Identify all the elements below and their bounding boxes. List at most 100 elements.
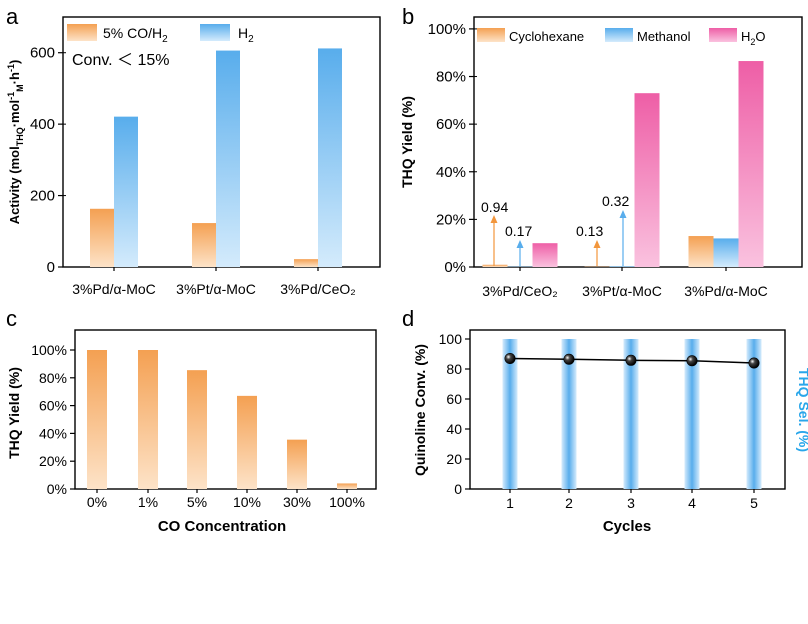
- y-tick-label: 100%: [31, 342, 67, 358]
- y-tick-label: 80%: [39, 370, 67, 386]
- legend-label-co-h2: 5% CO/H2: [103, 25, 168, 45]
- panel-d-chart: 0 20 40 60 80 100 1 2 3 4 5 Cycles Quinoline Conv…: [412, 329, 808, 535]
- bar: [684, 339, 700, 489]
- arrow-pdceo2-methanol: [516, 240, 524, 266]
- legend-label-h2o: H2O: [741, 29, 766, 47]
- y-tick-label: 100: [439, 331, 463, 347]
- y-tick-label: 20%: [39, 453, 67, 469]
- bar-methanol: [609, 266, 635, 267]
- y-axis-label: Quinoline Conv. (%): [412, 344, 428, 476]
- panel-b-chart: 0% 20% 40% 60% 80% 100% 3%Pd/CeO₂ 3%Pt/α-MoC 3%…: [399, 16, 803, 299]
- x-tick-label: 5%: [187, 494, 207, 510]
- line-point: [563, 353, 575, 365]
- panel-label-d: d: [402, 306, 414, 331]
- x-tick-label: 3%Pt/α-MoC: [582, 283, 662, 299]
- x-tick-label: 3%Pd/CeO₂: [280, 281, 355, 297]
- y-tick-label: 0%: [47, 481, 67, 497]
- annotation-value: 0.17: [505, 223, 532, 239]
- y-tick-label: 20%: [436, 211, 466, 228]
- x-tick-label: 5: [750, 495, 758, 511]
- x-tick-label: 3%Pd/CeO₂: [482, 283, 557, 299]
- line-point: [625, 354, 637, 366]
- x-tick-label: 3%Pt/α-MoC: [176, 281, 256, 297]
- x-tick-label: 30%: [283, 494, 311, 510]
- y-tick-label: 40: [446, 421, 462, 437]
- bar: [623, 339, 639, 489]
- y-tick-label: 40%: [436, 164, 466, 181]
- line-point: [748, 357, 760, 369]
- y-tick-label: 80: [446, 361, 462, 377]
- legend-swatch-h2: [200, 24, 230, 41]
- x-tick-label: 2: [565, 495, 573, 511]
- panel-c-chart: 0% 20% 40% 60% 80% 100% 0% 1% 5% 10% 30% 100% CO C…: [6, 329, 377, 535]
- bar: [746, 339, 762, 489]
- bar: [502, 339, 518, 489]
- line-point: [686, 355, 698, 367]
- bar: [87, 350, 107, 489]
- y-tick-label: 600: [30, 45, 55, 62]
- bar: [138, 350, 158, 489]
- bar-h2o: [634, 93, 660, 267]
- y-tick-label: 40%: [39, 425, 67, 441]
- y-tick-label: 0: [454, 481, 462, 497]
- legend-label-cyclohexane: Cyclohexane: [509, 29, 584, 44]
- bar: [287, 439, 307, 489]
- panel-label-a: a: [6, 4, 19, 29]
- bar: [561, 339, 577, 489]
- y-tick-label: 200: [30, 188, 55, 205]
- bar-co-h2: [90, 208, 114, 267]
- x-axis-label: CO Concentration: [158, 518, 286, 535]
- panel-c-frame: [74, 329, 377, 490]
- annotation-value: 0.32: [602, 193, 629, 209]
- bar-h2: [216, 50, 240, 268]
- bar-cyclohexane: [688, 236, 714, 267]
- line-point: [504, 352, 516, 364]
- bar-h2o: [738, 61, 764, 267]
- panel-a-chart: 0 200 400 600 3%Pd/α-MoC 3%Pt/α-MoC 3%Pd/CeO₂…: [6, 16, 381, 297]
- x-tick-label: 3%Pd/α-MoC: [684, 283, 768, 299]
- conversion-annotation: Conv. ＜ 15%: [72, 52, 170, 69]
- bar-h2o: [532, 243, 558, 267]
- legend-swatch-cyclohexane: [477, 28, 505, 42]
- bar: [237, 395, 257, 489]
- annotation-value: 0.94: [481, 199, 508, 215]
- y-tick-label: 80%: [436, 69, 466, 86]
- arrow-ptmoc-cyclohexane: [593, 240, 601, 266]
- arrow-pdceo2-cyclohexane: [490, 215, 498, 266]
- y-tick-label: 400: [30, 116, 55, 133]
- bar-co-h2: [294, 259, 318, 267]
- panel-label-c: c: [6, 306, 17, 331]
- y-axis-label-right: THQ Sel. (%): [796, 368, 808, 452]
- bar-cyclohexane: [482, 264, 508, 267]
- y-tick-label: 0%: [444, 259, 466, 276]
- x-axis-label: Cycles: [603, 518, 651, 535]
- x-tick-label: 1%: [138, 494, 158, 510]
- legend-swatch-methanol: [605, 28, 633, 42]
- annotation-value: 0.13: [576, 223, 603, 239]
- bar-methanol: [713, 238, 739, 267]
- legend-label-h2: H2: [238, 25, 254, 45]
- bar-h2: [318, 48, 342, 267]
- x-tick-label: 3%Pd/α-MoC: [72, 281, 156, 297]
- x-tick-label: 0%: [87, 494, 107, 510]
- x-tick-label: 4: [688, 495, 696, 511]
- bar-co-h2: [192, 223, 216, 267]
- legend-swatch-co-h2: [67, 24, 97, 41]
- bar: [187, 370, 207, 489]
- y-tick-label: 60%: [39, 398, 67, 414]
- bar: [337, 483, 357, 489]
- y-axis-label: THQ Yield (%): [6, 367, 22, 459]
- y-axis-label: Activity (molTHQ·mol-1M·h-1): [6, 60, 25, 225]
- panel-label-b: b: [402, 4, 414, 29]
- y-tick-label: 60%: [436, 116, 466, 133]
- x-tick-label: 10%: [233, 494, 261, 510]
- y-tick-label: 60: [446, 391, 462, 407]
- bar-h2: [114, 116, 138, 268]
- y-tick-label: 20: [446, 451, 462, 467]
- y-tick-label: 100%: [428, 21, 466, 38]
- x-tick-label: 3: [627, 495, 635, 511]
- y-tick-label: 0: [47, 259, 55, 276]
- x-tick-label: 1: [506, 495, 514, 511]
- y-axis-label: THQ Yield (%): [399, 96, 415, 188]
